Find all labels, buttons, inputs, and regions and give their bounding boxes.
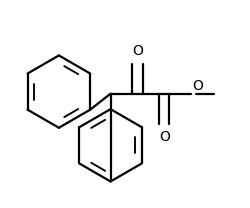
Text: O: O bbox=[132, 43, 143, 58]
Text: O: O bbox=[192, 79, 203, 93]
Text: O: O bbox=[159, 130, 170, 144]
